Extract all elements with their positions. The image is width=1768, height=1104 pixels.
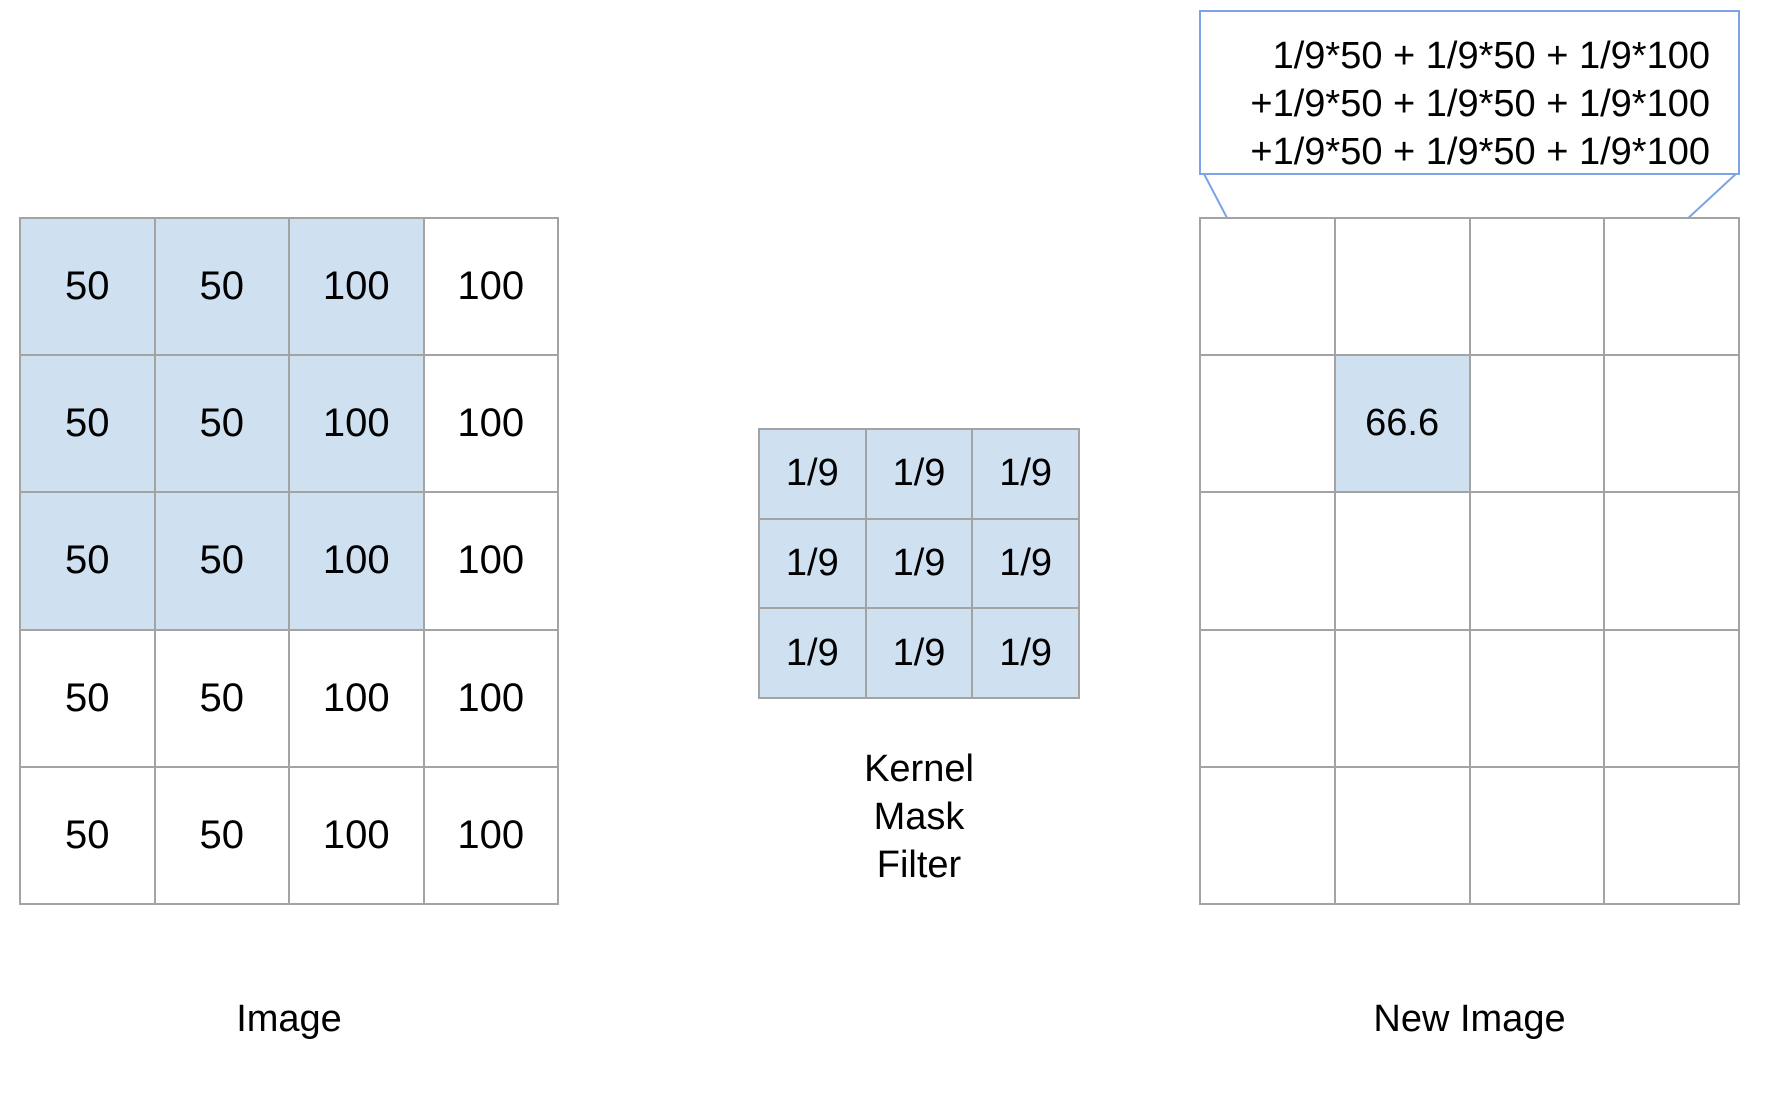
image-cell: 100 (290, 356, 425, 494)
image-label: Image (236, 998, 342, 1040)
image-cell: 50 (155, 356, 290, 494)
image-cell: 50 (21, 356, 156, 494)
kernel-cell: 1/9 (973, 430, 1080, 520)
image-cell: 100 (290, 767, 425, 905)
new-image-cell (1470, 630, 1606, 768)
image-cell: 50 (21, 767, 156, 905)
kernel-cell: 1/9 (760, 609, 867, 699)
kernel-cell: 1/9 (866, 519, 974, 610)
kernel-grid: 1/9 1/9 1/9 1/9 1/9 1/9 1/9 1/9 1/9 (758, 428, 1080, 699)
new-image-cell (1201, 767, 1336, 905)
image-cell: 100 (424, 493, 559, 631)
new-image-cell (1605, 767, 1740, 905)
image-cell: 50 (155, 767, 290, 905)
image-cell: 100 (290, 219, 425, 357)
kernel-cell: 1/9 (866, 430, 974, 520)
image-cell: 100 (424, 630, 559, 768)
new-image-label: New Image (1373, 998, 1566, 1040)
kernel-cell: 1/9 (760, 430, 867, 520)
new-image-cell (1470, 767, 1606, 905)
kernel-cell: 1/9 (760, 519, 867, 610)
formula-line-1: 1/9*50 + 1/9*50 + 1/9*100 (1272, 35, 1710, 77)
new-image-cell (1201, 219, 1336, 357)
formula-line-3: +1/9*50 + 1/9*50 + 1/9*100 (1250, 131, 1710, 173)
image-cell: 100 (424, 767, 559, 905)
image-cell: 100 (290, 493, 425, 631)
image-cell: 100 (290, 630, 425, 768)
new-image-cell (1335, 767, 1471, 905)
new-image-cell (1470, 356, 1606, 494)
kernel-label-line-filter: Filter (876, 844, 962, 886)
new-image-result-cell: 66.6 (1335, 356, 1471, 494)
new-image-cell (1605, 630, 1740, 768)
image-cell: 50 (21, 493, 156, 631)
formula-line-2: +1/9*50 + 1/9*50 + 1/9*100 (1250, 83, 1710, 125)
new-image-cell (1335, 630, 1471, 768)
kernel-cell: 1/9 (866, 609, 974, 699)
image-cell: 50 (155, 630, 290, 768)
kernel-label-line-mask: Mask (873, 796, 965, 838)
new-image-cell (1605, 356, 1740, 494)
kernel-label-line-kernel: Kernel (864, 748, 974, 790)
new-image-cell (1470, 219, 1606, 357)
image-cell: 100 (424, 356, 559, 494)
kernel-label: Kernel Mask Filter (758, 745, 1080, 889)
image-cell: 50 (21, 630, 156, 768)
kernel-cell: 1/9 (973, 519, 1080, 610)
new-image-cell (1605, 493, 1740, 631)
image-cell: 50 (155, 219, 290, 357)
new-image-cell (1335, 493, 1471, 631)
new-image-cell (1335, 219, 1471, 357)
formula-callout-box: 1/9*50 + 1/9*50 + 1/9*100 +1/9*50 + 1/9*… (1199, 10, 1740, 175)
new-image-cell (1201, 493, 1336, 631)
image-cell: 50 (21, 219, 156, 357)
image-cell: 100 (424, 219, 559, 357)
image-grid: 50 50 100 100 50 50 100 100 50 50 100 100 50 50 100 100… (19, 217, 559, 905)
new-image-cell (1201, 630, 1336, 768)
kernel-cell: 1/9 (973, 609, 1080, 699)
new-image-grid: 66.6 (1199, 217, 1740, 905)
new-image-cell (1201, 356, 1336, 494)
image-cell: 50 (155, 493, 290, 631)
new-image-cell (1605, 219, 1740, 357)
new-image-cell (1470, 493, 1606, 631)
